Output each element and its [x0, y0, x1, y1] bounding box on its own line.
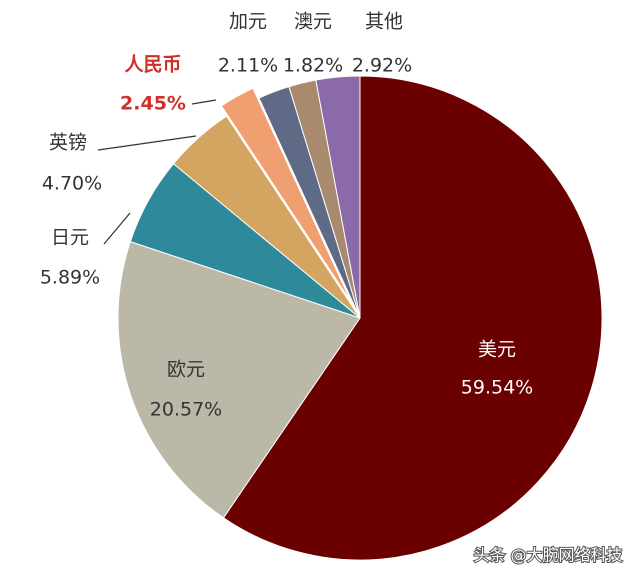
- slice-label: 英镑: [49, 132, 87, 154]
- slice-label: 日元: [51, 227, 89, 249]
- value-label: 1.82%: [283, 55, 343, 77]
- value-label: 4.70%: [42, 173, 102, 195]
- value-label: 20.57%: [150, 399, 222, 421]
- value-label: 2.45%: [120, 93, 186, 115]
- value-label: 59.54%: [461, 377, 533, 399]
- value-label: 5.89%: [40, 267, 100, 289]
- leader-line: [191, 99, 217, 105]
- pie-slice: [117, 240, 361, 519]
- pie-slice: [219, 86, 356, 309]
- slice-label: 加元: [229, 11, 267, 33]
- leader-line: [97, 135, 197, 151]
- slice-label: 人民币: [124, 54, 181, 76]
- slice-label: 澳元: [294, 11, 332, 33]
- pie-slice: [315, 75, 361, 319]
- pie-slice: [222, 75, 603, 561]
- leader-line: [103, 212, 131, 245]
- slice-label: 欧元: [167, 359, 205, 381]
- value-label: 2.92%: [352, 55, 412, 77]
- slice-label: 美元: [478, 339, 516, 361]
- value-label: 2.11%: [218, 55, 278, 77]
- watermark: 头条 @大腕网络科技: [473, 546, 622, 565]
- slice-label: 其他: [365, 11, 403, 33]
